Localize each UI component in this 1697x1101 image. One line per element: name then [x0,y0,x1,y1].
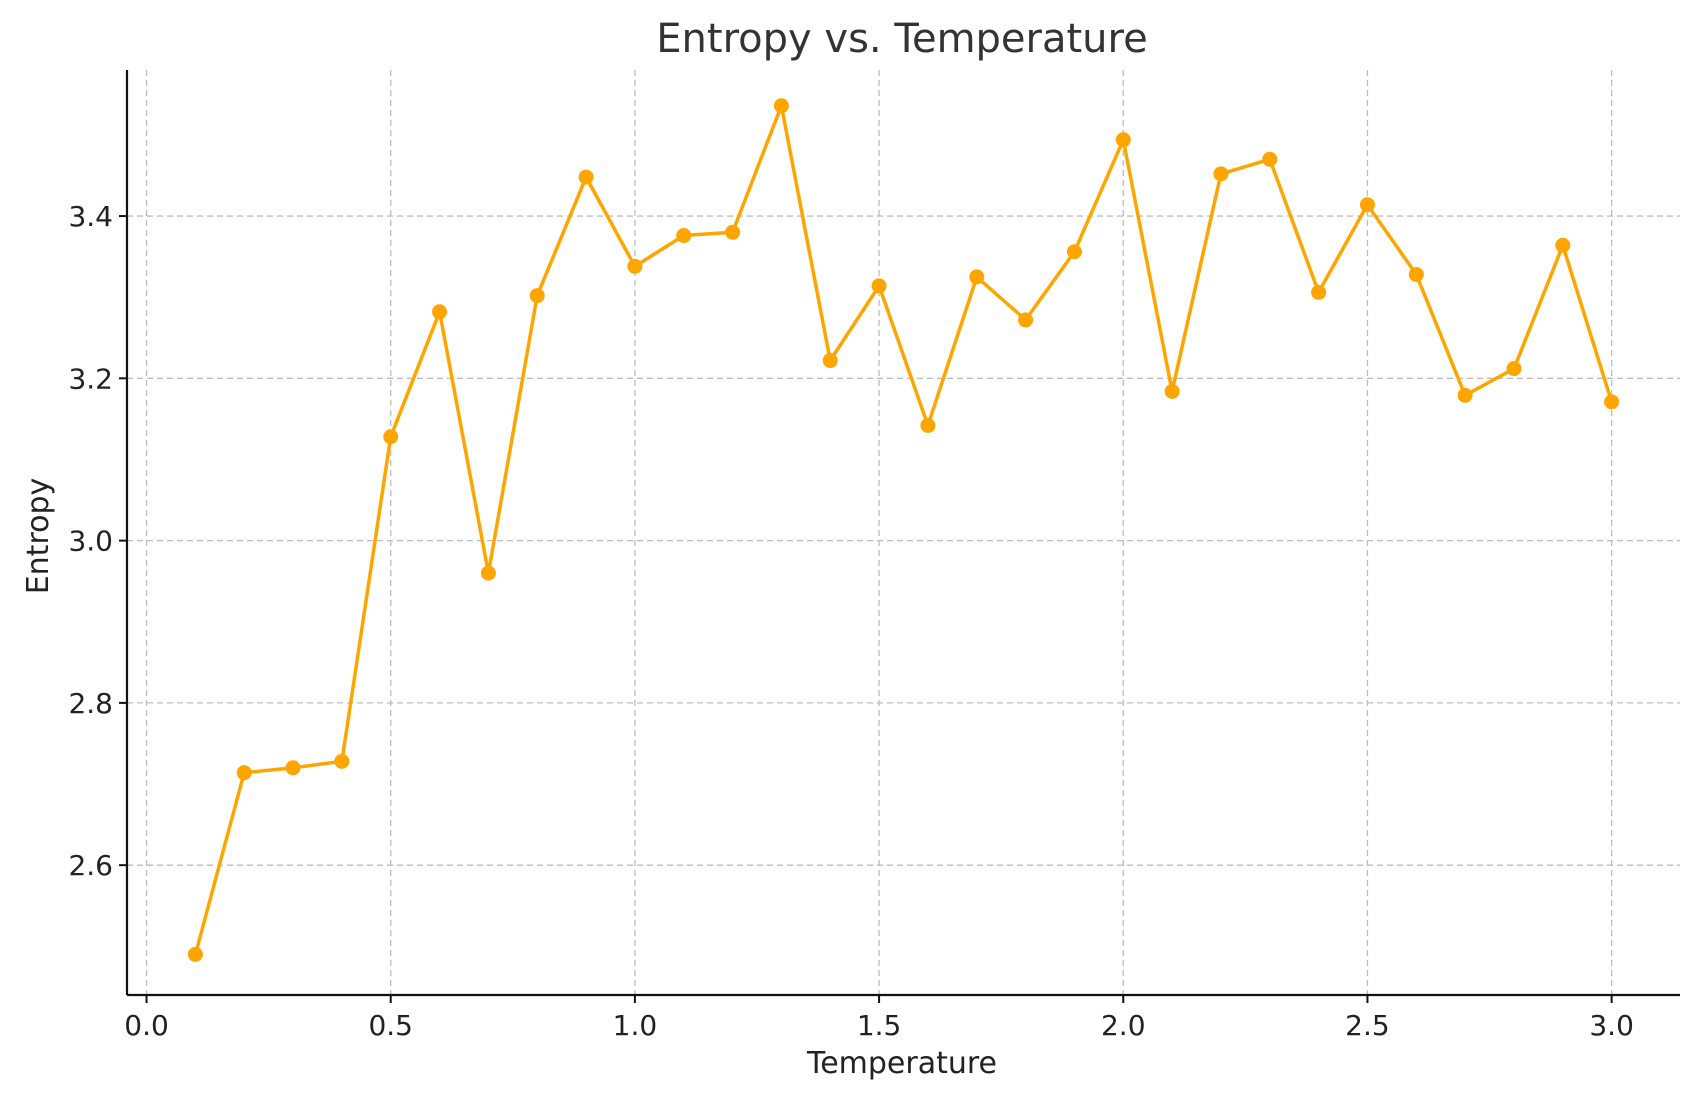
data-point-23 [1311,284,1327,300]
data-point-11 [725,224,741,240]
data-point-1 [236,765,252,781]
data-point-6 [480,565,496,581]
data-point-15 [920,417,936,433]
data-point-22 [1262,151,1278,167]
data-point-10 [676,228,692,244]
data-point-29 [1604,394,1620,410]
data-point-26 [1457,387,1473,403]
y-axis-label: Entropy [21,478,56,595]
y-tick-label-1: 2.8 [68,687,113,720]
x-tick-label-6: 3.0 [1589,1009,1634,1042]
data-point-27 [1506,361,1522,377]
data-point-17 [1018,312,1034,328]
data-point-4 [383,429,399,445]
x-tick-label-2: 1.0 [613,1009,658,1042]
data-point-24 [1359,197,1375,213]
data-point-18 [1066,244,1082,260]
data-point-13 [822,352,838,368]
y-tick-label-3: 3.2 [68,362,113,395]
series-line-0 [193,103,1614,955]
y-axis-ticks: 2.6 2.8 3.0 3.2 3.4 [68,200,127,882]
data-point-3 [334,753,350,769]
data-point-21 [1213,166,1229,182]
data-point-5 [432,304,448,320]
data-point-7 [529,288,545,304]
data-point-8 [578,169,594,185]
x-tick-label-1: 0.5 [368,1009,413,1042]
series-entropy [187,98,1620,962]
data-point-25 [1408,266,1424,282]
data-point-14 [871,278,887,294]
data-point-16 [969,269,985,285]
y-tick-label-0: 2.6 [68,849,113,882]
grid-lines [127,70,1680,995]
x-tick-label-3: 1.5 [857,1009,902,1042]
data-point-12 [773,98,789,114]
axes-spines [125,70,1680,997]
y-tick-label-4: 3.4 [68,200,113,233]
x-axis-ticks: 0.0 0.5 1.0 1.5 2.0 2.5 3.0 [124,995,1634,1042]
data-point-28 [1555,237,1571,253]
chart-title: Entropy vs. Temperature [656,16,1147,62]
data-point-2 [285,760,301,776]
data-point-0 [187,946,203,962]
x-axis-label: Temperature [806,1046,997,1081]
x-tick-label-4: 2.0 [1101,1009,1146,1042]
data-point-9 [627,258,643,274]
x-tick-label-0: 0.0 [124,1009,169,1042]
x-tick-label-5: 2.5 [1345,1009,1390,1042]
y-tick-label-2: 3.0 [68,525,113,558]
data-point-19 [1115,132,1131,148]
data-point-20 [1164,383,1180,399]
